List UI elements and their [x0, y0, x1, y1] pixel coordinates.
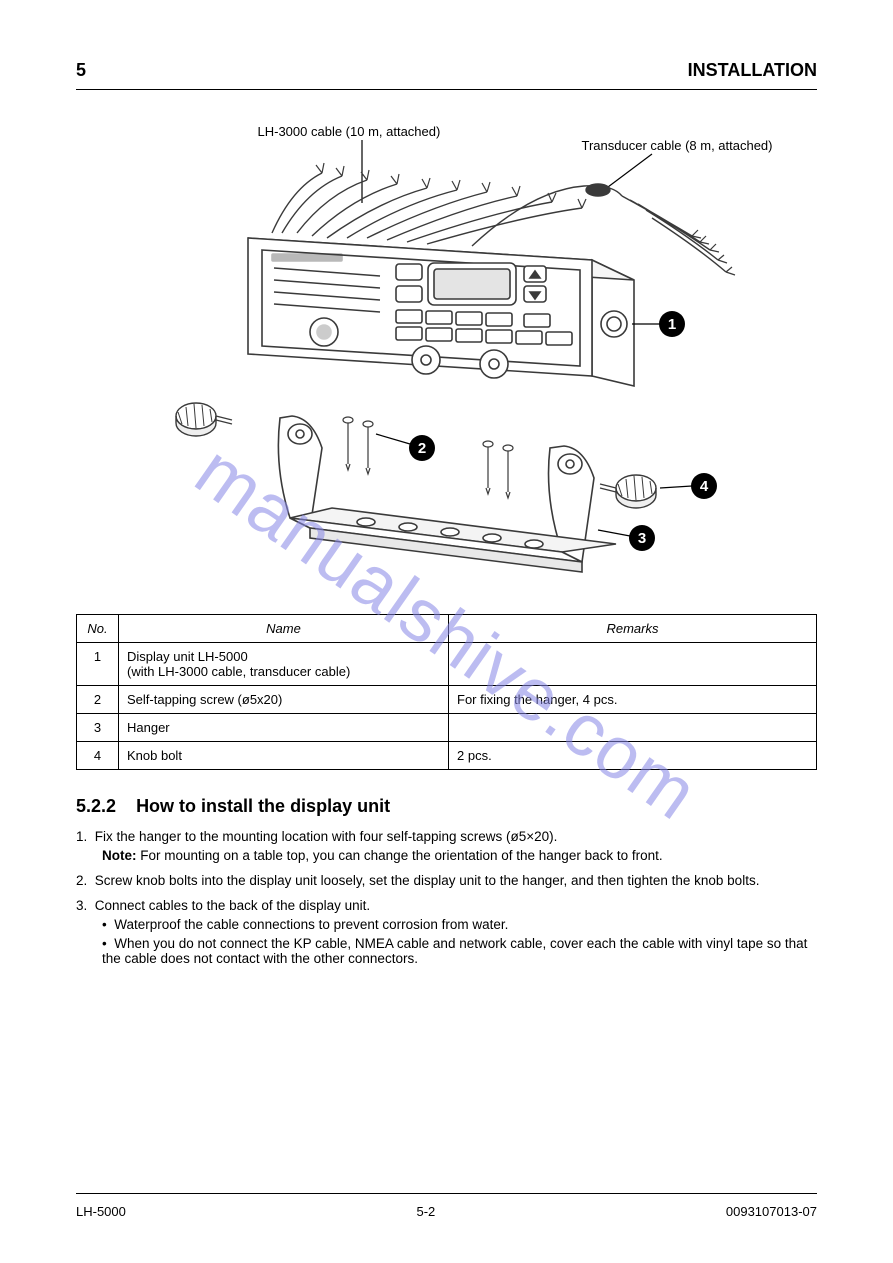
section-title: How to install the display unit	[136, 796, 390, 816]
table-row: 3 Hanger	[77, 714, 817, 742]
cell-name: Self-tapping screw (ø5x20)	[119, 686, 449, 714]
callout-3: 3	[637, 530, 645, 547]
page-header: 5 INSTALLATION	[76, 60, 817, 90]
cell-no: 4	[77, 742, 119, 770]
table-row: 4 Knob bolt 2 pcs.	[77, 742, 817, 770]
table-row: 2 Self-tapping screw (ø5x20) For fixing …	[77, 686, 817, 714]
cell-remarks	[449, 643, 817, 686]
footer-page: 5-2	[416, 1204, 435, 1219]
section-number: 5.2.2	[76, 796, 116, 816]
cell-remarks	[449, 714, 817, 742]
step-1-note-text: For mounting on a table top, you can cha…	[140, 848, 662, 863]
cell-name-line: (with LH-3000 cable, transducer cable)	[127, 664, 350, 679]
callout-2: 2	[417, 440, 425, 457]
chapter-title: INSTALLATION	[688, 60, 817, 81]
cell-name-line: Display unit LH-5000	[127, 649, 248, 664]
cell-name: Display unit LH-5000 (with LH-3000 cable…	[119, 643, 449, 686]
cell-no: 1	[77, 643, 119, 686]
cell-no: 3	[77, 714, 119, 742]
cell-name: Knob bolt	[119, 742, 449, 770]
step-3-text: Connect cables to the back of the displa…	[95, 898, 370, 913]
step-2-text: Screw knob bolts into the display unit l…	[95, 873, 760, 888]
step-3-sub1: • Waterproof the cable connections to pr…	[102, 917, 817, 932]
parts-table: No. Name Remarks 1 Display unit LH-5000 …	[76, 614, 817, 770]
callout-4: 4	[699, 478, 708, 495]
th-no: No.	[77, 615, 119, 643]
chapter-number: 5	[76, 60, 86, 81]
th-name: Name	[119, 615, 449, 643]
cell-no: 2	[77, 686, 119, 714]
step-3: 3. Connect cables to the back of the dis…	[76, 898, 817, 913]
step-1-note: Note: For mounting on a table top, you c…	[102, 848, 817, 863]
footer-model: LH-5000	[76, 1204, 126, 1219]
callout-1: 1	[667, 316, 675, 333]
exploded-figure: LH-3000 cable (10 m, attached) Transduce…	[152, 118, 742, 598]
th-remarks: Remarks	[449, 615, 817, 643]
cell-remarks: For fixing the hanger, 4 pcs.	[449, 686, 817, 714]
step-1-text: Fix the hanger to the mounting location …	[95, 829, 558, 844]
step-3-sub1-text: Waterproof the cable connections to prev…	[114, 917, 508, 932]
table-header-row: No. Name Remarks	[77, 615, 817, 643]
cell-name: Hanger	[119, 714, 449, 742]
section-heading: 5.2.2 How to install the display unit	[76, 796, 817, 817]
device-illustration: 1 2 3 4	[152, 118, 742, 598]
footer-doc: 0093107013-07	[726, 1204, 817, 1219]
step-2: 2. Screw knob bolts into the display uni…	[76, 873, 817, 888]
cell-remarks: 2 pcs.	[449, 742, 817, 770]
page-footer: LH-5000 5-2 0093107013-07	[76, 1193, 817, 1219]
step-3-sub2-text: When you do not connect the KP cable, NM…	[102, 936, 807, 966]
step-3-sub2: • When you do not connect the KP cable, …	[102, 936, 817, 966]
step-1: 1. Fix the hanger to the mounting locati…	[76, 829, 817, 844]
table-row: 1 Display unit LH-5000 (with LH-3000 cab…	[77, 643, 817, 686]
